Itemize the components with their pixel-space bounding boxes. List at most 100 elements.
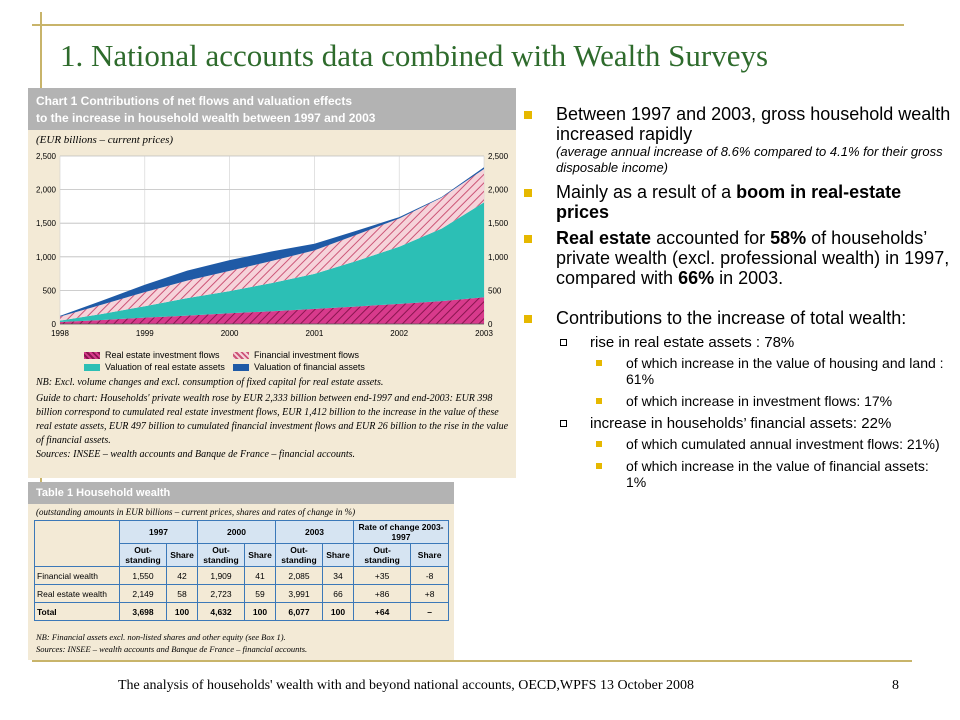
table-total-row: Total 3,698 100 4,632 100 6,077 100 +64 … — [34, 602, 449, 621]
decorative-bottom-line — [32, 660, 912, 662]
table-cell: +35 — [352, 566, 412, 585]
table-header-row: 1997 2000 2003 Rate of change 2003-1997 — [34, 520, 449, 567]
table-cell: +86 — [352, 584, 412, 603]
y-tick-label-right: 0 — [488, 320, 493, 329]
y-tick-label-right: 2,500 — [488, 152, 509, 161]
table-note-sources: Sources: INSEE – wealth accounts and Ban… — [36, 644, 308, 654]
sub-sub-bullet: of which increase in investment flows: 1… — [522, 393, 952, 409]
bullet-emphasis: 66% — [678, 268, 715, 288]
table-cell: 66 — [322, 584, 354, 603]
y-tick-label-right: 1,500 — [488, 219, 509, 228]
chart-panel: Chart 1 Contributions of net flows and v… — [28, 88, 516, 478]
legend-label: Financial investment flows — [254, 350, 360, 360]
legend-financial-investment: Financial investment flows — [233, 350, 359, 360]
area-layer — [60, 167, 484, 324]
table-subtitle: (outstanding amounts in EUR billions – c… — [36, 507, 356, 517]
chart-header: Chart 1 Contributions of net flows and v… — [28, 88, 516, 130]
slide-footer: The analysis of households' wealth with … — [118, 678, 695, 693]
legend-swatch — [84, 351, 100, 359]
sub-bullet-financial: increase in households’ financial assets… — [522, 415, 952, 432]
sub-header: Share — [166, 543, 198, 567]
y-tick-label-left: 0 — [52, 320, 57, 329]
y-tick-label-right: 500 — [488, 286, 502, 295]
sub-header: Out-standing — [119, 543, 167, 567]
row-label: Real estate wealth — [34, 584, 120, 603]
bullet-list: Between 1997 and 2003, gross household w… — [522, 104, 952, 496]
table-cell: 58 — [166, 584, 198, 603]
legend-swatch — [233, 351, 249, 359]
table-cell: 1,550 — [119, 566, 167, 585]
table-cell: +8 — [410, 584, 449, 603]
bullet-text: Mainly as a result of a — [556, 182, 737, 202]
sub-sub-bullet: of which increase in the value of financ… — [522, 458, 952, 490]
table-cell: 6,077 — [275, 602, 323, 621]
table-cell: 3,698 — [119, 602, 167, 621]
x-tick-label: 2000 — [221, 329, 239, 338]
legend-label: Valuation of financial assets — [254, 362, 365, 372]
table-cell: 41 — [244, 566, 276, 585]
legend-swatch — [233, 363, 249, 371]
y-tick-label-left: 1,000 — [36, 253, 57, 262]
y-tick-label-right: 2,000 — [488, 186, 509, 195]
bullet-emphasis: 58% — [770, 228, 807, 248]
table-title: Table 1 Household wealth — [28, 482, 454, 504]
y-tick-label-left: 2,500 — [36, 152, 57, 161]
bullet-text: in 2003. — [714, 268, 784, 288]
household-wealth-table: 1997 2000 2003 Rate of change 2003-1997 … — [34, 520, 449, 621]
bullet-emphasis: Real estate — [556, 228, 652, 248]
table-cell: 3,991 — [275, 584, 323, 603]
bullet-wealth-increase: Between 1997 and 2003, gross household w… — [522, 104, 952, 176]
sub-header: Share — [322, 543, 354, 567]
sub-sub-bullet: of which cumulated annual investment flo… — [522, 436, 952, 452]
row-label: Total — [34, 602, 120, 621]
legend-real-estate-investment: Real estate investment flows — [84, 350, 220, 360]
area-real-estate-valuation — [60, 202, 484, 322]
chart-note-sources: Sources: INSEE – wealth accounts and Ban… — [36, 449, 356, 460]
table-cell: 100 — [244, 602, 276, 621]
bullet-text: of households’ private wealth (excl. pro… — [556, 228, 950, 288]
sub-header: Out-standing — [352, 543, 412, 567]
area-real-estate-investment — [60, 297, 484, 324]
page-number: 8 — [892, 678, 899, 693]
decorative-top-line — [32, 24, 904, 26]
table-cell: 2,723 — [197, 584, 245, 603]
chart-unit-label: (EUR billions – current prices) — [36, 134, 174, 146]
table-corner — [34, 520, 120, 567]
legend-real-estate-valuation: Valuation of real estate assets — [84, 362, 225, 372]
bullet-contributions: Contributions to the increase of total w… — [522, 308, 952, 328]
table-cell: 2,149 — [119, 584, 167, 603]
legend-swatch — [84, 363, 100, 371]
table-cell: – — [410, 602, 449, 621]
table-cell: 4,632 — [197, 602, 245, 621]
table-row: Real estate wealth 2,149 58 2,723 59 3,9… — [34, 584, 449, 603]
chart-header-line1: Chart 1 Contributions of net flows and v… — [36, 94, 353, 108]
y-tick-label-left: 1,500 — [36, 219, 57, 228]
sub-sub-bullet: of which increase in the value of housin… — [522, 355, 952, 387]
table-row: Financial wealth 1,550 42 1,909 41 2,085… — [34, 566, 449, 585]
y-tick-label-left: 2,000 — [36, 186, 57, 195]
table-cell: 1,909 — [197, 566, 245, 585]
col-group-1997: 1997 — [119, 520, 198, 544]
stacked-area-chart: 0 0 500 500 1,000 1,000 1,500 1,500 2,000 2,000 2,… — [36, 152, 509, 338]
sub-bullet-real-estate: rise in real estate assets : 78% — [522, 334, 952, 351]
sub-header: Share — [410, 543, 449, 567]
table-cell: +64 — [352, 602, 412, 621]
sub-header: Share — [244, 543, 276, 567]
col-group-2003: 2003 — [275, 520, 354, 544]
bullet-note: (average annual increase of 8.6% compare… — [556, 144, 943, 175]
col-group-2000: 2000 — [197, 520, 276, 544]
x-tick-label: 2003 — [475, 329, 493, 338]
table-panel: Table 1 Household wealth (outstanding am… — [28, 482, 454, 660]
table-cell: 59 — [244, 584, 276, 603]
table-cell: 100 — [166, 602, 198, 621]
bullet-real-estate-share: Real estate accounted for 58% of househo… — [522, 228, 952, 288]
bullet-emphasis: boom in real-estate prices — [556, 182, 902, 222]
table-cell: 100 — [322, 602, 354, 621]
row-label: Financial wealth — [34, 566, 120, 585]
legend-label: Valuation of real estate assets — [105, 362, 225, 372]
x-tick-label: 1999 — [136, 329, 154, 338]
legend-financial-valuation: Valuation of financial assets — [233, 362, 365, 372]
bullet-text: Between 1997 and 2003, gross household w… — [556, 104, 951, 144]
table-note-nb: NB: Financial assets excl. non-listed sh… — [36, 632, 286, 642]
y-tick-label-right: 1,000 — [488, 253, 509, 262]
